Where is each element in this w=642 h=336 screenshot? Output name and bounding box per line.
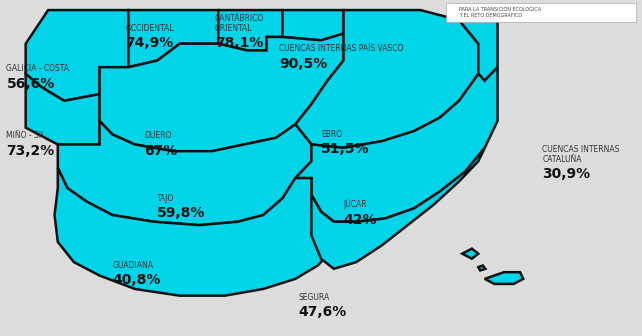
- Polygon shape: [218, 10, 282, 50]
- Text: 51,5%: 51,5%: [321, 142, 370, 156]
- Text: DUERO: DUERO: [144, 131, 172, 140]
- Text: 59,8%: 59,8%: [157, 206, 205, 220]
- Text: CUENCAS INTERNAS
CATALUÑA: CUENCAS INTERNAS CATALUÑA: [542, 144, 620, 164]
- Text: SEGURA: SEGURA: [299, 293, 330, 302]
- Text: CANTÁBRICO
ORIENTAL: CANTÁBRICO ORIENTAL: [215, 13, 265, 33]
- Polygon shape: [462, 249, 478, 259]
- FancyBboxPatch shape: [446, 3, 636, 22]
- Text: 78,1%: 78,1%: [215, 36, 263, 50]
- Text: EBRO: EBRO: [321, 130, 342, 139]
- Polygon shape: [128, 10, 218, 67]
- Text: 74,9%: 74,9%: [125, 36, 173, 50]
- Polygon shape: [459, 20, 498, 81]
- Polygon shape: [485, 272, 523, 284]
- Text: 47,6%: 47,6%: [299, 305, 347, 319]
- Text: 73,2%: 73,2%: [6, 144, 55, 158]
- Text: CUENCAS INTERNAS PAÍS VASCO: CUENCAS INTERNAS PAÍS VASCO: [279, 44, 404, 53]
- Text: GUADIANA: GUADIANA: [112, 261, 153, 270]
- Polygon shape: [100, 34, 343, 151]
- Polygon shape: [282, 10, 343, 40]
- Text: 42%: 42%: [343, 213, 377, 227]
- Text: Y EL RETO DEMOGRÁFICO: Y EL RETO DEMOGRÁFICO: [459, 13, 522, 18]
- Polygon shape: [295, 67, 498, 222]
- Text: PARA LA TRANSICIÓN ECOLÓGICA: PARA LA TRANSICIÓN ECOLÓGICA: [459, 7, 541, 11]
- Polygon shape: [55, 168, 334, 296]
- Text: 56,6%: 56,6%: [6, 77, 55, 91]
- Polygon shape: [58, 121, 311, 225]
- Polygon shape: [26, 74, 100, 144]
- Text: 40,8%: 40,8%: [112, 273, 160, 287]
- Text: GALICIA - COSTA: GALICIA - COSTA: [6, 64, 69, 73]
- Polygon shape: [311, 148, 485, 269]
- Text: 30,9%: 30,9%: [542, 167, 591, 181]
- Text: TAJO: TAJO: [157, 194, 175, 203]
- Text: 90,5%: 90,5%: [279, 56, 327, 71]
- Polygon shape: [26, 10, 128, 101]
- Text: MIÑO - SIL: MIÑO - SIL: [6, 131, 46, 140]
- Text: OCCIDENTAL: OCCIDENTAL: [125, 24, 174, 33]
- Polygon shape: [295, 10, 478, 148]
- Text: JÚCAR: JÚCAR: [343, 199, 367, 209]
- Polygon shape: [478, 265, 485, 270]
- Text: 67%: 67%: [144, 144, 178, 158]
